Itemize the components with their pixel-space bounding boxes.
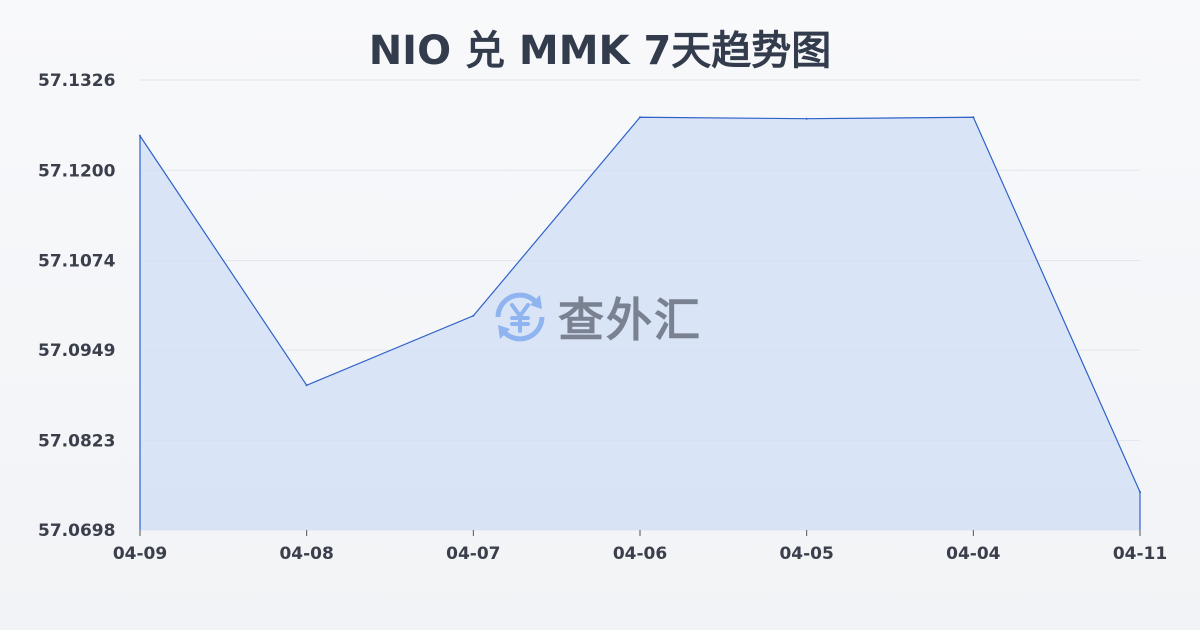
data-point bbox=[639, 116, 641, 119]
y-tick-label: 57.0823 bbox=[38, 431, 115, 451]
watermark: 查外汇 bbox=[490, 284, 702, 350]
x-tick-label: 04-04 bbox=[946, 544, 1001, 564]
data-point bbox=[1139, 491, 1141, 494]
x-tick-label: 04-08 bbox=[279, 544, 333, 564]
y-tick-label: 57.0698 bbox=[38, 521, 115, 541]
y-tick-label: 57.0949 bbox=[38, 341, 115, 361]
data-point bbox=[472, 314, 475, 317]
data-point bbox=[305, 384, 308, 387]
data-point bbox=[972, 116, 975, 119]
data-point bbox=[139, 134, 141, 137]
x-tick-label: 04-11 bbox=[1113, 544, 1167, 564]
chart-title: NIO 兑 MMK 7天趋势图 bbox=[368, 28, 832, 74]
x-tick-label: 04-07 bbox=[446, 544, 500, 564]
data-point bbox=[805, 117, 808, 120]
x-tick-label: 04-06 bbox=[613, 544, 667, 564]
area-fill bbox=[140, 117, 1140, 531]
x-tick-label: 04-05 bbox=[779, 544, 833, 564]
yen-exchange-icon bbox=[495, 292, 545, 342]
y-tick-label: 57.1200 bbox=[38, 161, 116, 181]
y-tick-label: 57.1074 bbox=[38, 252, 116, 272]
y-tick-label: 57.1326 bbox=[38, 71, 115, 91]
watermark-text: 查外汇 bbox=[558, 293, 702, 347]
x-tick-label: 04-09 bbox=[113, 544, 167, 564]
